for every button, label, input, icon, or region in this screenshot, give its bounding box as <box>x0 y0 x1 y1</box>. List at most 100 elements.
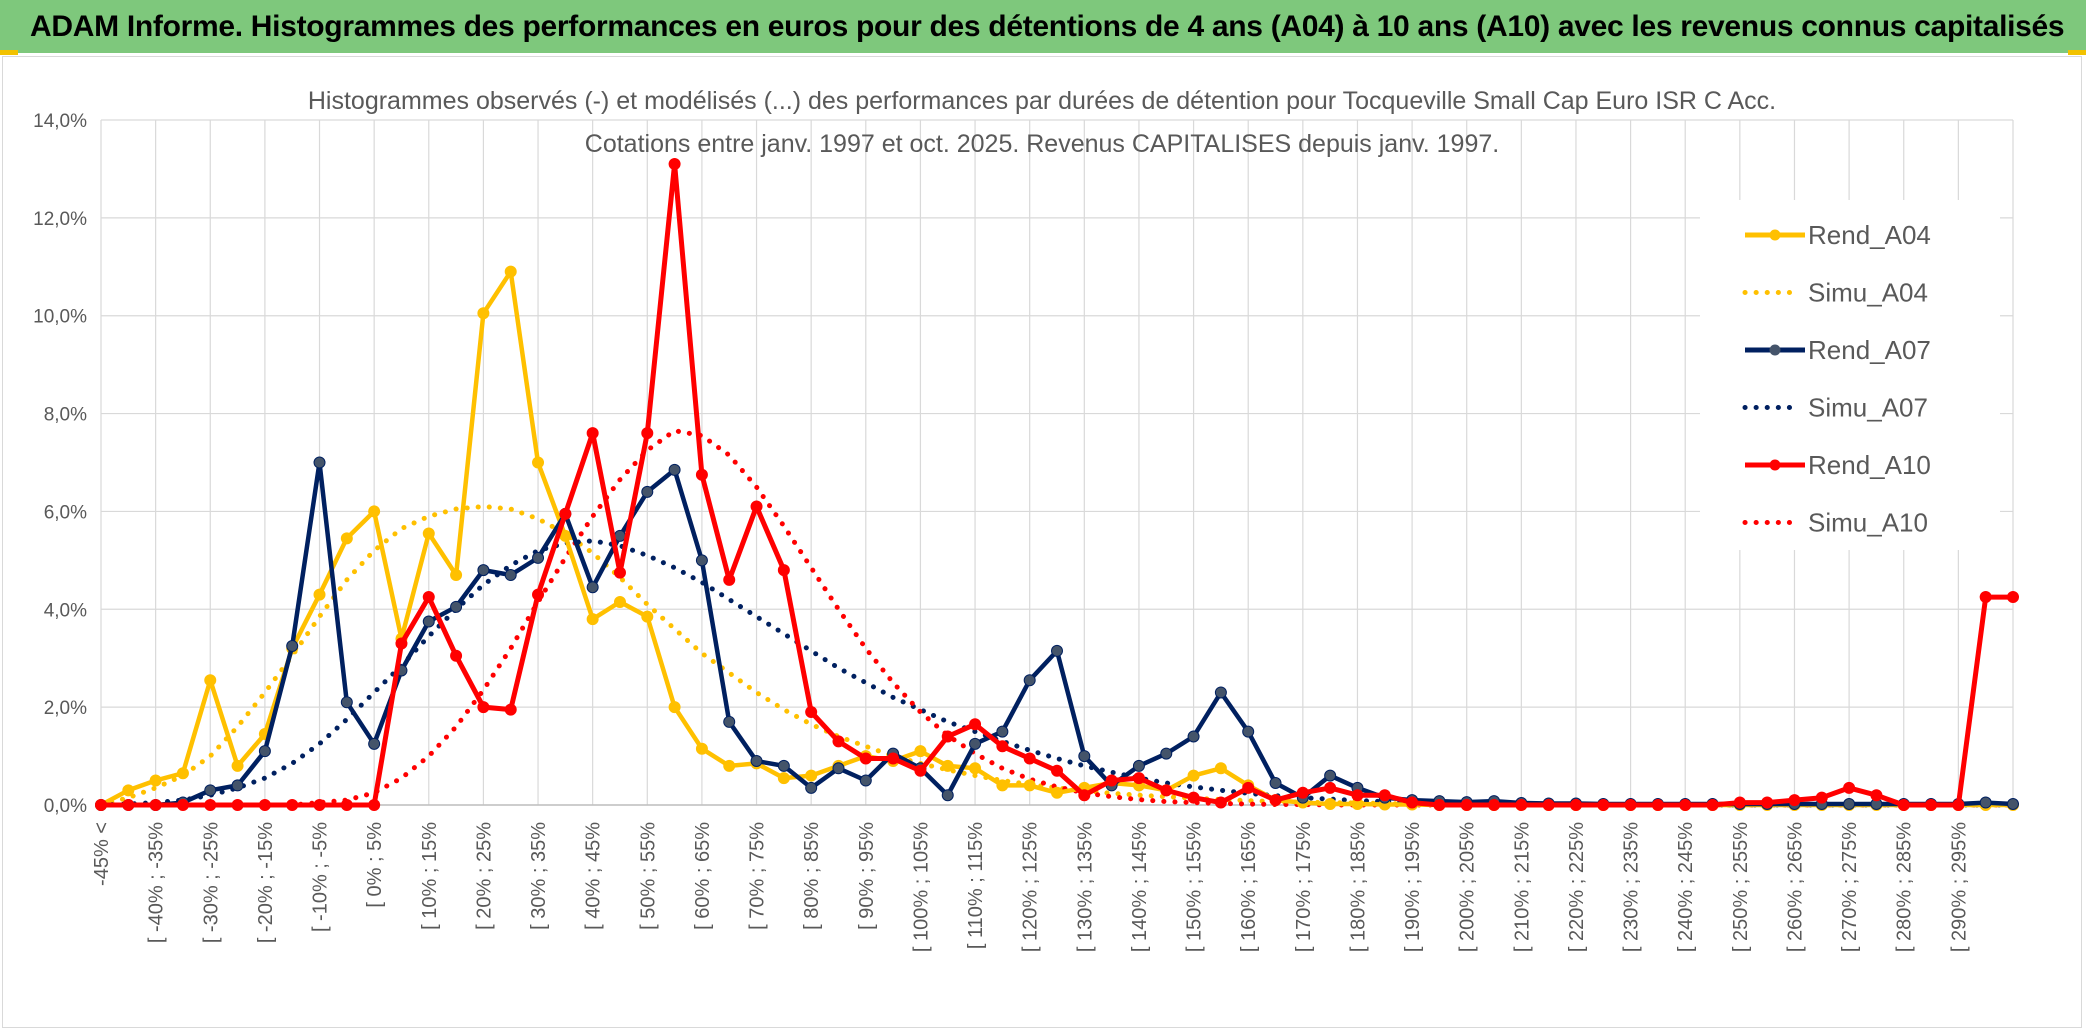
data-point-rend-a10 <box>723 573 736 586</box>
data-point-rend-a10 <box>1870 789 1883 802</box>
data-point-rend-a07 <box>750 754 763 767</box>
x-tick-label: [ 40% ; 45% <box>583 822 605 930</box>
x-tick-label: [ 160% ; 165% <box>1238 822 1260 952</box>
data-point-rend-a10 <box>1269 794 1282 807</box>
x-tick-label: [ 130% ; 135% <box>1074 822 1096 952</box>
data-point-rend-a04 <box>805 769 818 782</box>
data-point-rend-a10 <box>887 752 900 765</box>
x-tick-label: [ 20% ; 25% <box>473 822 495 930</box>
x-tick-label: [ 60% ; 65% <box>692 822 714 930</box>
data-point-rend-a04 <box>777 772 790 785</box>
x-tick-label: [ 220% ; 225% <box>1566 822 1588 952</box>
data-point-rend-a10 <box>149 799 162 811</box>
x-tick-label: [ 180% ; 185% <box>1347 822 1369 952</box>
x-tick-label: [ 150% ; 155% <box>1184 822 1206 952</box>
data-point-rend-a07 <box>231 779 244 792</box>
data-point-rend-a04 <box>723 759 736 772</box>
data-point-rend-a10 <box>1815 791 1828 804</box>
data-point-rend-a10 <box>504 703 517 716</box>
x-tick-label: [ 270% ; 275% <box>1839 822 1861 952</box>
data-point-rend-a10 <box>1214 796 1227 809</box>
data-point-rend-a10 <box>1160 784 1173 797</box>
legend-marker-rend-a07 <box>1769 344 1781 356</box>
x-tick-label: [ 140% ; 145% <box>1129 822 1151 952</box>
data-point-rend-a04 <box>1023 779 1036 792</box>
data-point-rend-a10 <box>914 764 927 777</box>
data-point-rend-a10 <box>1679 799 1692 811</box>
y-tick-label: 6,0% <box>44 502 87 523</box>
x-tick-label: [ 170% ; 175% <box>1293 822 1315 952</box>
data-point-rend-a10 <box>1624 799 1637 811</box>
data-point-rend-a07 <box>586 581 599 594</box>
data-point-rend-a07 <box>1078 750 1091 763</box>
data-point-rend-a07 <box>340 696 353 709</box>
data-point-rend-a10 <box>1460 799 1473 811</box>
data-point-rend-a07 <box>641 485 654 498</box>
data-point-rend-a10 <box>941 730 954 743</box>
data-point-rend-a04 <box>969 762 982 775</box>
banner-corner-left <box>0 50 18 55</box>
legend: Rend_A04 Simu_A04 Rend_A07 Simu_A07 Rend_A10… <box>1742 220 1931 538</box>
legend-marker-rend-a10 <box>1769 459 1781 471</box>
data-point-rend-a10 <box>340 799 353 811</box>
y-tick-label: 4,0% <box>44 600 87 621</box>
y-tick-label: 10,0% <box>33 307 87 328</box>
data-point-rend-a07 <box>1979 796 1992 809</box>
data-point-rend-a10 <box>1378 789 1391 802</box>
data-point-rend-a07 <box>1843 798 1856 811</box>
data-point-rend-a07 <box>1324 769 1337 782</box>
data-point-rend-a10 <box>1788 794 1801 807</box>
data-point-rend-a10 <box>1925 799 1938 811</box>
data-point-rend-a04 <box>122 784 135 797</box>
x-tick-label: [ -40% ; -35% <box>146 822 168 943</box>
data-point-rend-a07 <box>313 456 326 469</box>
data-point-rend-a07 <box>723 715 736 728</box>
y-axis: 0,0% 2,0% 4,0% 6,0% 8,0% 10,0% 12,0% 14,0% <box>33 111 87 817</box>
data-point-rend-a10 <box>859 752 872 765</box>
data-point-rend-a07 <box>859 774 872 787</box>
x-tick-label: [ 0% ; 5% <box>364 822 386 908</box>
x-tick-label: [ -30% ; -25% <box>200 822 222 943</box>
legend-label-rend-a07: Rend_A07 <box>1808 335 1931 365</box>
y-tick-label: 12,0% <box>33 209 87 230</box>
data-point-rend-a10 <box>477 701 490 714</box>
x-tick-label: [ 100% ; 105% <box>910 822 932 952</box>
data-point-rend-a10 <box>176 799 189 811</box>
data-point-rend-a04 <box>340 532 353 545</box>
x-tick-label: [ -10% ; -5% <box>310 822 332 932</box>
data-point-rend-a10 <box>258 799 271 811</box>
legend-label-simu-a07: Simu_A07 <box>1808 393 1928 423</box>
data-point-rend-a10 <box>805 706 818 719</box>
data-point-rend-a10 <box>1023 752 1036 765</box>
data-point-rend-a07 <box>204 784 217 797</box>
data-point-rend-a07 <box>1269 776 1282 789</box>
x-tick-label: -45% < <box>91 822 113 886</box>
y-tick-label: 14,0% <box>33 111 87 132</box>
data-point-rend-a10 <box>1979 591 1992 604</box>
data-point-rend-a04 <box>231 759 244 772</box>
data-point-rend-a07 <box>504 569 517 582</box>
data-point-rend-a07 <box>1187 730 1200 743</box>
data-point-rend-a10 <box>1406 796 1419 809</box>
legend-label-simu-a10: Simu_A10 <box>1808 508 1928 538</box>
data-point-rend-a07 <box>1132 759 1145 772</box>
data-point-rend-a10 <box>641 427 654 440</box>
y-tick-label: 8,0% <box>44 405 87 426</box>
data-point-rend-a04 <box>1051 786 1063 799</box>
x-tick-label: [ 230% ; 235% <box>1621 822 1643 952</box>
chart-subtitle: Cotations entre janv. 1997 et oct. 2025.… <box>585 130 1499 158</box>
data-point-rend-a07 <box>996 725 1009 738</box>
x-tick-label: [ 190% ; 195% <box>1402 822 1424 952</box>
x-tick-label: [ 250% ; 255% <box>1730 822 1752 952</box>
data-point-rend-a10 <box>1105 774 1118 787</box>
y-tick-label: 2,0% <box>44 698 87 719</box>
data-point-rend-a10 <box>695 468 708 481</box>
data-point-rend-a10 <box>2007 591 2019 604</box>
y-tick-label: 0,0% <box>44 796 87 817</box>
data-point-rend-a10 <box>532 588 545 601</box>
data-point-rend-a04 <box>176 767 189 780</box>
chart-title: Histogrammes observés (-) et modélisés (… <box>308 87 1776 115</box>
data-point-rend-a10 <box>1542 799 1555 811</box>
data-point-rend-a10 <box>1132 772 1145 785</box>
data-point-rend-a07 <box>368 737 381 750</box>
